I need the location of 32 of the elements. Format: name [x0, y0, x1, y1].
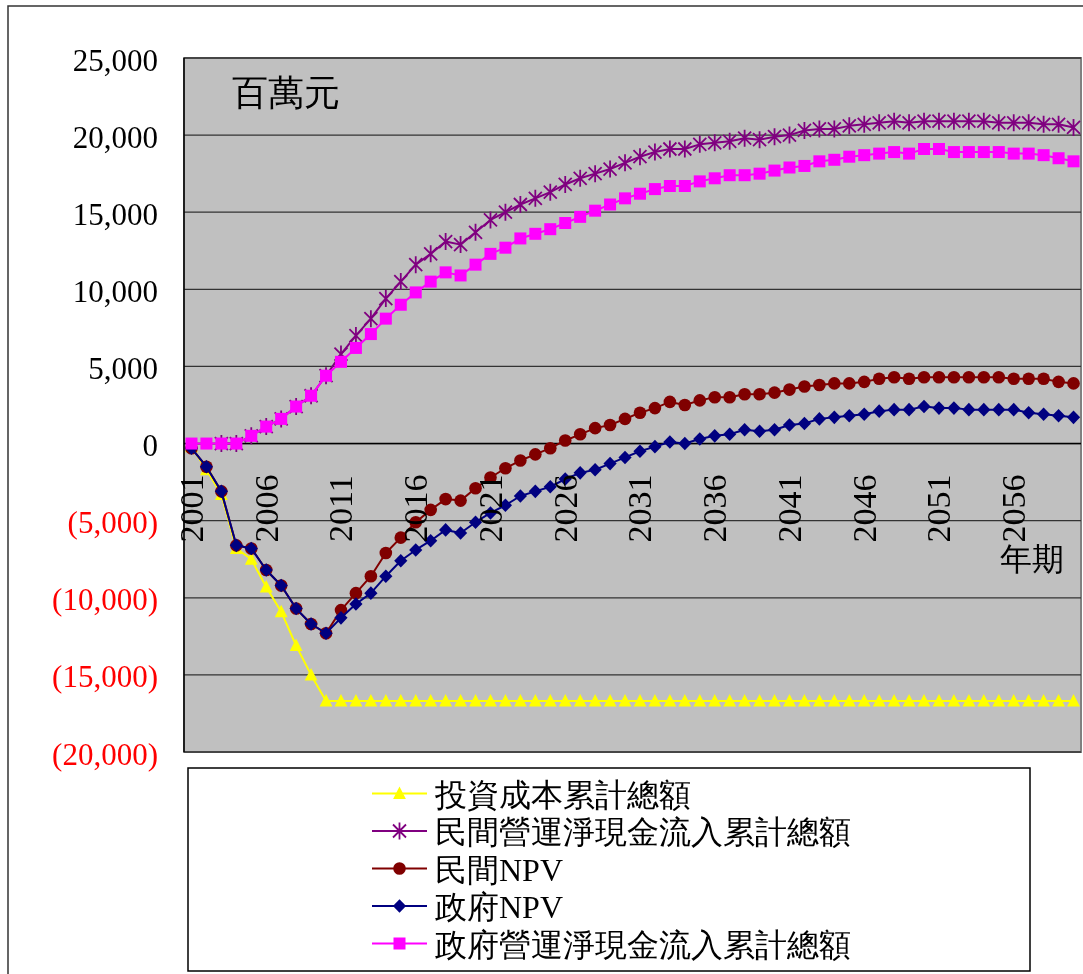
legend-label: 政府NPV	[435, 889, 564, 925]
x-axis-title: 年期	[1000, 541, 1064, 577]
y-tick-label: 0	[142, 428, 158, 464]
legend-label: 民間NPV	[435, 851, 564, 888]
y-tick-label: 10,000	[72, 273, 158, 309]
x-tick-label: 2016	[397, 474, 435, 543]
y-axis-title: 百萬元	[232, 73, 340, 113]
x-tick-label: 2026	[546, 474, 584, 543]
x-tick-label: 2001	[172, 474, 210, 543]
x-tick-label: 2011	[322, 475, 360, 542]
y-tick-label: 20,000	[72, 119, 158, 155]
x-tick-label: 2006	[247, 474, 285, 543]
x-tick-label: 2036	[696, 474, 734, 543]
y-tick-label: (15,000)	[52, 659, 158, 695]
y-tick-label: 15,000	[72, 196, 158, 232]
x-tick-label: 2031	[621, 474, 659, 543]
y-tick-label: 5,000	[88, 350, 158, 386]
x-tick-label: 2046	[845, 474, 883, 543]
legend-item: 民間NPV	[371, 851, 563, 888]
y-tick-label: (10,000)	[52, 582, 158, 618]
x-tick-label: 2051	[920, 474, 958, 543]
legend-item: 政府NPV	[371, 889, 563, 925]
legend-label: 投資成本累計總額	[434, 776, 691, 813]
x-tick-label: 2021	[471, 474, 509, 543]
legend-item: 投資成本累計總額	[371, 776, 691, 813]
x-tick-label: 2056	[995, 474, 1033, 543]
legend-item: 政府營運淨現金流入累計總額	[371, 926, 851, 963]
x-tick-label: 2041	[770, 474, 808, 543]
legend-item: 民間營運淨現金流入累計總額	[371, 814, 851, 850]
y-tick-label: 25,000	[72, 42, 158, 78]
y-tick-label: (20,000)	[52, 736, 158, 772]
y-tick-label: (5,000)	[67, 505, 158, 541]
